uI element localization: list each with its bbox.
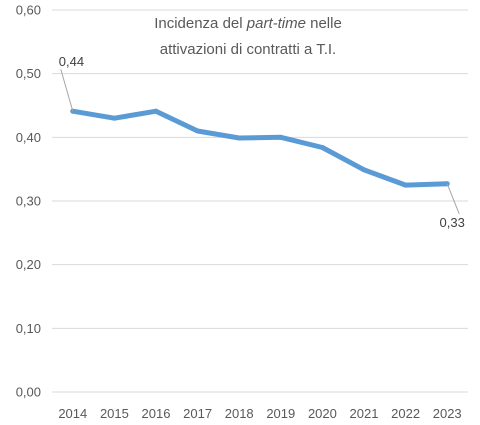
data-point	[403, 182, 409, 188]
data-point	[319, 145, 325, 151]
data-point	[153, 108, 159, 114]
chart-title-part-3: nelle	[306, 15, 342, 32]
data-point	[278, 134, 284, 140]
data-point	[361, 167, 367, 173]
data-label-leader	[446, 183, 460, 214]
chart-title-part-1: Incidenza del	[154, 15, 247, 32]
data-label-leader	[60, 69, 74, 112]
x-axis-ticks: 2014 2015 2016 2017 2018 2019 2020 2021 2022 2023	[58, 406, 461, 421]
y-tick-label: 0,10	[16, 321, 41, 336]
y-tick-label: 0,00	[16, 385, 41, 400]
x-tick-label: 2021	[350, 406, 379, 421]
data-label: 0,44	[59, 54, 84, 69]
x-tick-label: 2020	[308, 406, 337, 421]
y-axis-ticks: 0,00 0,10 0,20 0,30 0,40 0,50 0,60	[16, 3, 41, 400]
y-tick-label: 0,30	[16, 194, 41, 209]
chart-title-italic: part-time	[246, 15, 306, 32]
y-tick-label: 0,60	[16, 3, 41, 18]
data-point	[236, 135, 242, 141]
x-tick-label: 2022	[391, 406, 420, 421]
x-tick-label: 2015	[100, 406, 129, 421]
data-point	[195, 128, 201, 134]
data-label: 0,33	[440, 215, 465, 230]
x-tick-label: 2019	[266, 406, 295, 421]
x-tick-label: 2023	[433, 406, 462, 421]
gridlines	[52, 9, 468, 393]
chart-title-line-2: attivazioni di contratti a T.I.	[160, 41, 336, 58]
x-tick-label: 2018	[225, 406, 254, 421]
y-tick-label: 0,40	[16, 130, 41, 145]
y-tick-label: 0,20	[16, 257, 41, 272]
series	[70, 108, 450, 188]
x-tick-label: 2017	[183, 406, 212, 421]
data-point	[111, 115, 117, 121]
x-tick-label: 2014	[58, 406, 87, 421]
x-tick-label: 2016	[142, 406, 171, 421]
data-labels: 0,44 0,33	[59, 54, 465, 230]
y-tick-label: 0,50	[16, 66, 41, 81]
series-line	[70, 108, 450, 188]
chart-title-line-1: Incidenza del part-time nelle	[154, 15, 342, 32]
